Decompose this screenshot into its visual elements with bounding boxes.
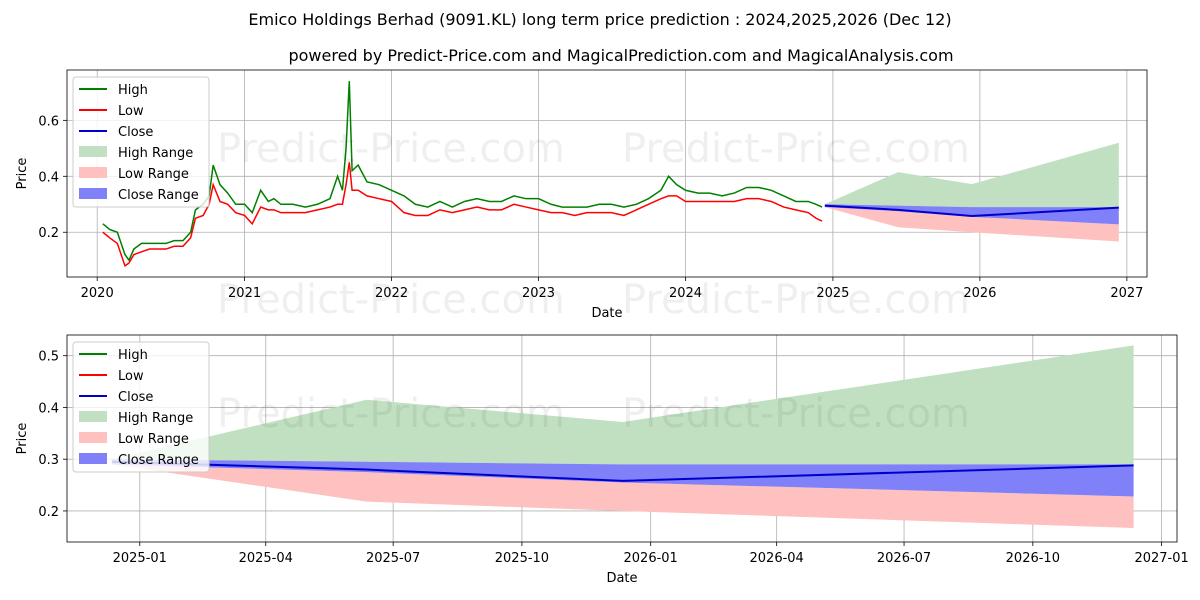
legend-swatch-close-range — [79, 188, 107, 199]
legend-label-low: Low — [118, 369, 144, 384]
close-line — [111, 460, 1134, 482]
low-range-band — [824, 207, 1119, 242]
plot-area — [102, 81, 1119, 267]
x-tick-label: 2023 — [522, 286, 555, 301]
y-tick-label: 0.4 — [38, 401, 59, 416]
bottom-panel: 2025-01 2025-04 2025-07 2025-10 2026-01 2026-… — [15, 334, 1189, 586]
legend: High Low Close High Range Low Range Close Ran… — [72, 76, 210, 208]
chart-subtitle: powered by Predict-Price.com and Magical… — [288, 46, 953, 65]
legend-label-low: Low — [118, 104, 144, 119]
legend-label-low-range: Low Range — [118, 167, 189, 182]
y-tick-label: 0.5 — [38, 350, 59, 365]
y-axis-label: Price — [15, 423, 30, 455]
y-tick-label: 0.6 — [38, 114, 59, 129]
x-tick-label: 2026-07 — [877, 551, 931, 566]
y-axis-label: Price — [15, 158, 30, 190]
watermark-text: Predict-Price.com — [622, 277, 970, 323]
low-line — [102, 162, 823, 267]
high-range-band — [111, 345, 1134, 465]
plot-area — [111, 345, 1134, 529]
x-tick-label: 2020 — [81, 286, 114, 301]
x-tick-label: 2026-04 — [750, 551, 804, 566]
chart-title: Emico Holdings Berhad (9091.KL) long ter… — [248, 10, 951, 29]
x-tick-label: 2025-10 — [495, 551, 549, 566]
x-tick-label: 2025-04 — [239, 551, 293, 566]
y-tick-label: 0.3 — [38, 453, 59, 468]
legend-swatch-close-range — [79, 453, 107, 464]
legend-swatch-high-range — [79, 146, 107, 157]
x-tick-label: 2026-10 — [1006, 551, 1060, 566]
legend-swatch-low-range — [79, 432, 107, 443]
watermark-text: Predict-Price.com — [622, 391, 970, 437]
legend-label-close: Close — [118, 390, 153, 405]
watermark-text: Predict-Price.com — [217, 391, 565, 437]
x-tick-label: 2025 — [816, 286, 849, 301]
x-tick-label: 2022 — [375, 286, 408, 301]
legend-swatch-high-range — [79, 411, 107, 422]
x-tick-label: 2026 — [963, 286, 996, 301]
y-tick-label: 0.4 — [38, 170, 59, 185]
x-tick-label: 2027-01 — [1134, 551, 1188, 566]
high-line — [102, 81, 823, 262]
legend-label-close-range: Close Range — [118, 188, 199, 203]
x-tick-label: 2026-01 — [624, 551, 678, 566]
legend-label-close-range: Close Range — [118, 453, 199, 468]
top-panel: 2020 2021 2022 2023 2024 2025 2026 2027 0.2 0.4 0.… — [15, 69, 1148, 323]
x-axis-label: Date — [591, 306, 622, 321]
legend-swatch-low-range — [79, 167, 107, 178]
legend-label-high: High — [118, 348, 148, 363]
watermark-text: Predict-Price.com — [622, 126, 970, 172]
x-axis-label: Date — [606, 571, 637, 586]
low-range-band — [111, 464, 1134, 529]
x-tick-label: 2027 — [1110, 286, 1143, 301]
x-tick-label: 2025-01 — [113, 551, 167, 566]
legend-label-high: High — [118, 83, 148, 98]
high-range-band — [824, 142, 1119, 208]
legend: High Low Close High Range Low Range Close Ran… — [72, 341, 210, 473]
y-tick-label: 0.2 — [38, 505, 59, 520]
legend-label-low-range: Low Range — [118, 432, 189, 447]
axes-frame — [66, 334, 1178, 543]
axes-frame — [66, 69, 1148, 278]
x-tick-label: 2021 — [228, 286, 261, 301]
watermark-text: Predict-Price.com — [217, 126, 565, 172]
x-tick-label: 2024 — [669, 286, 702, 301]
close-range-band — [111, 459, 1134, 497]
legend-label-high-range: High Range — [118, 146, 193, 161]
y-tick-label: 0.2 — [38, 226, 59, 241]
x-tick-label: 2025-07 — [366, 551, 420, 566]
close-line — [824, 204, 1119, 218]
legend-label-close: Close — [118, 125, 153, 140]
legend-label-high-range: High Range — [118, 411, 193, 426]
watermark-text: Predict-Price.com — [217, 277, 565, 323]
